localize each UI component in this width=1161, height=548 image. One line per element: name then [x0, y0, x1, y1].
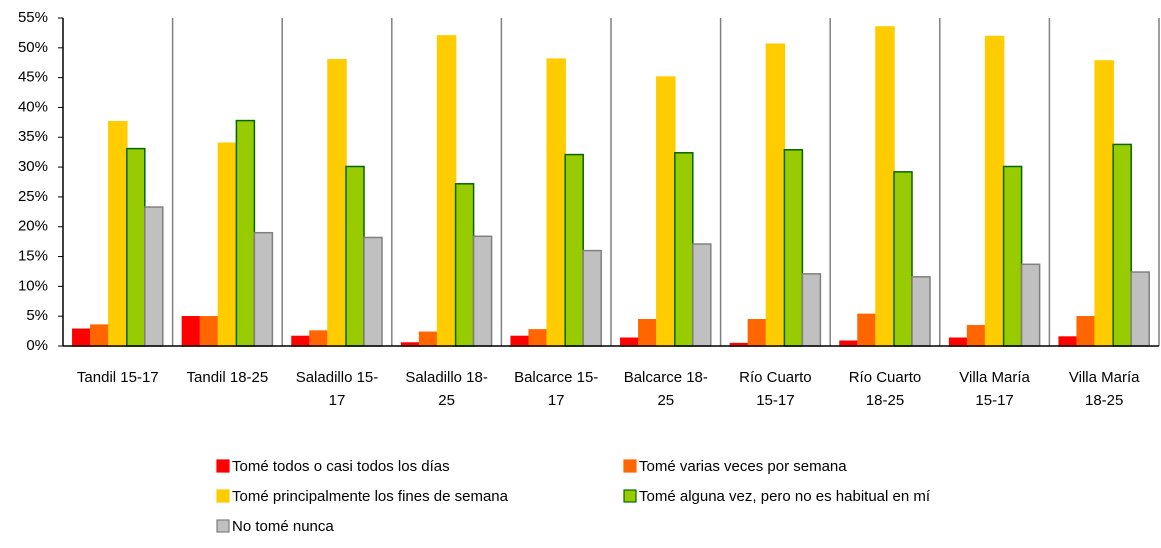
- bar: [90, 324, 110, 347]
- x-tick-label: Saladillo 18-25: [405, 369, 488, 409]
- bar: [217, 142, 238, 347]
- x-tick-label: Balcarce 18-25: [623, 369, 708, 409]
- bar: [966, 324, 987, 347]
- bar: [564, 153, 584, 347]
- bar: [747, 319, 768, 347]
- bar: [472, 235, 493, 347]
- y-tick-label: 50%: [18, 39, 48, 56]
- y-tick-label: 25%: [18, 188, 48, 205]
- bar: [911, 276, 931, 347]
- x-tick-label: Río Cuarto 15-17: [739, 369, 812, 409]
- bar: [582, 249, 602, 347]
- x-tick-label: Tandil 15-17: [76, 369, 159, 386]
- bar: [144, 206, 164, 347]
- bar: [783, 149, 804, 347]
- x-tick-label: Villa María 18-25: [1068, 369, 1140, 409]
- legend-label: Tomé todos o casi todos los días: [232, 458, 450, 475]
- bar: [801, 273, 822, 347]
- bar: [1020, 263, 1041, 347]
- y-tick-label: 10%: [18, 277, 48, 294]
- bar: [1094, 60, 1114, 347]
- bar: [126, 147, 146, 347]
- bar: [528, 329, 548, 347]
- x-tick-label: Villa María 15-17: [959, 369, 1030, 409]
- y-tick-label: 55%: [18, 9, 48, 26]
- legend-label: Tomé alguna vez, pero no es habitual en …: [639, 488, 931, 505]
- bar: [1076, 316, 1096, 347]
- bar: [309, 330, 329, 347]
- y-tick-label: 30%: [18, 158, 48, 175]
- legend-swatch: [623, 489, 637, 503]
- bar: [199, 316, 220, 347]
- bar: [984, 35, 1005, 347]
- bar: [436, 35, 457, 347]
- bar: [857, 313, 877, 347]
- bar: [108, 121, 128, 347]
- bar: [291, 335, 311, 347]
- bar: [454, 183, 475, 347]
- y-tick-label: 15%: [18, 248, 48, 265]
- y-tick-label: 35%: [18, 128, 48, 145]
- bar: [1130, 271, 1150, 347]
- bar: [510, 335, 530, 347]
- y-tick-label: 5%: [26, 307, 48, 324]
- bar: [546, 58, 566, 347]
- legend-swatch: [623, 459, 637, 473]
- bar: [893, 171, 913, 347]
- bar: [345, 165, 365, 347]
- bar: [620, 337, 640, 347]
- bar: [253, 231, 274, 347]
- y-tick-label: 20%: [18, 218, 48, 235]
- legend-swatch: [216, 489, 230, 503]
- legend-swatch: [216, 519, 230, 533]
- bar: [235, 119, 256, 347]
- bar: [674, 152, 694, 347]
- bar: [638, 319, 658, 347]
- x-tick-label: Tandil 18-25: [186, 369, 269, 386]
- y-tick-label: 45%: [18, 69, 48, 86]
- bar: [765, 43, 786, 347]
- legend-swatch: [216, 459, 230, 473]
- bar: [181, 316, 202, 347]
- legend-label: Tomé varias veces por semana: [639, 458, 847, 475]
- y-tick-label: 40%: [18, 98, 48, 115]
- bar: [1058, 336, 1078, 347]
- bar: [72, 328, 92, 347]
- legend-label: No tomé nunca: [232, 518, 334, 535]
- x-tick-label: Saladillo 15-17: [295, 369, 379, 409]
- bar: [948, 337, 969, 347]
- bar: [327, 58, 347, 347]
- bar: [418, 331, 439, 347]
- x-tick-label: Río Cuarto 18-25: [848, 369, 922, 409]
- x-tick-label: Balcarce 15-17: [514, 369, 599, 409]
- y-tick-label: 0%: [26, 337, 48, 354]
- bar: [363, 236, 383, 347]
- bar: [1112, 143, 1132, 347]
- bar: [1002, 165, 1023, 347]
- bar: [692, 243, 712, 347]
- bar: [875, 26, 895, 347]
- legend-label: Tomé principalmente los fines de semana: [232, 488, 509, 505]
- bar: [656, 76, 676, 347]
